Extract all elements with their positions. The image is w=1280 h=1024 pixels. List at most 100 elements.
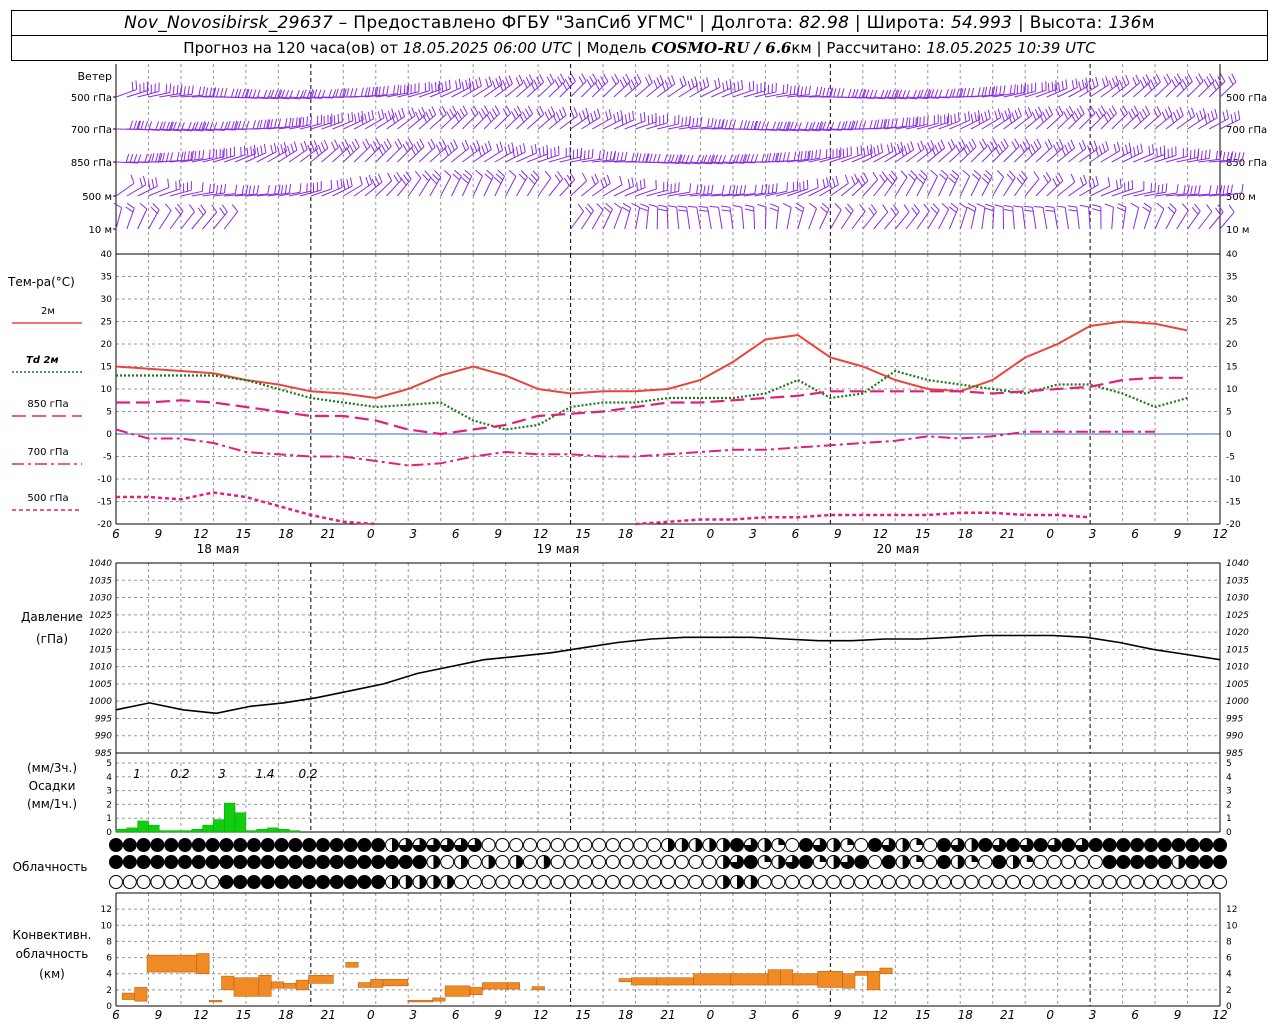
wind-barb-feather [721,118,725,128]
wind-barb-feather [1023,205,1033,208]
wind-barb-shaft [267,150,287,163]
wind-barb-shaft [1014,115,1033,130]
wind-barb-feather [1211,81,1217,91]
wind-barb-feather [1181,79,1188,88]
wind-barb-feather [735,185,739,195]
wind-barb-feather [528,74,534,83]
wind-barb-feather [461,142,467,151]
wind-barb-feather [554,79,560,88]
wind-barb-feather [351,111,354,121]
wind-barb-feather [393,174,400,183]
cloud-symbol [1061,855,1076,869]
wind-barb-feather [628,112,631,122]
wind-barb-feather [1111,105,1117,114]
wind-barb-shaft [829,209,842,230]
wind-barb-feather [1043,174,1049,184]
wind-barb-feather [197,207,204,216]
conv-xtick-label: 15 [575,1008,590,1022]
wind-barb-feather [237,88,242,98]
cloud-symbol-fill [392,875,399,889]
wind-barb-feather [578,76,584,85]
wind-barb-feather [570,73,576,82]
wind-barb-feather [340,178,343,188]
wind-barb-feather [775,183,778,193]
wind-barb-feather [771,183,774,193]
cloud-symbol-fill [1178,855,1186,869]
wind-barb-feather [923,116,925,126]
prec-3h-total: 1 [133,767,141,781]
wind-barb-feather [826,87,830,97]
wind-barb-shaft [667,191,690,197]
wind-barb-feather [1103,113,1109,123]
wind-barb-feather [1000,141,1006,150]
wind-barb-feather [346,179,350,189]
wind-barb-shaft [1165,209,1177,230]
wind-barb-shaft [840,210,854,230]
wind-barb-feather [862,120,867,130]
cloud-symbol-fill [316,838,330,852]
wind-barb-feather [854,89,859,98]
temp-legend-label: 850 гПа [27,399,68,410]
wind-barb-feather [946,116,949,126]
wind-barb-feather [559,109,564,118]
wind-barb-feather [336,180,339,190]
wind-barb-feather [370,144,376,153]
wind-barb-feather [274,89,279,99]
wind-barb-shaft [494,83,513,98]
cloud-symbol-fill [1172,838,1186,852]
wind-barb-feather [642,153,646,163]
wind-barb-shaft [1003,115,1022,130]
longitude-value: 82.98 [799,13,850,33]
pres-ytick-right: 1035 [1226,576,1249,586]
wind-barb-feather [713,154,719,164]
temp-ytick-left: 25 [101,318,112,328]
cloud-symbol [978,875,993,889]
wind-barb-feather [643,178,646,188]
wind-barb-feather [313,140,319,149]
wind-barb-feather [920,140,925,150]
wind-barb-feather [198,86,202,96]
wind-barb-feather [1048,106,1053,115]
day-label: 20 мая [877,542,920,556]
wind-barb-shaft [862,151,883,163]
wind-barb-shaft [689,85,710,98]
wind-barb-feather [245,185,249,195]
wind-barb-feather [453,113,460,123]
wind-barb-shaft [894,211,910,230]
wind-barb-feather [1142,76,1148,86]
wind-barb-feather [659,74,665,84]
wind-barb-feather [581,73,587,82]
wind-barb-feather [139,202,148,210]
cloud-symbol-fill [543,855,551,869]
cloud-symbol [605,838,620,852]
cloud-symbol-fill [137,838,151,852]
wind-barb-shaft [158,210,172,230]
wind-barb-feather [988,86,992,96]
cloud-symbol [992,875,1007,889]
wind-barb-feather [1045,209,1055,212]
wind-barb-shaft [1003,177,1016,197]
prec-bar [245,830,257,833]
cloud-symbol-fill [709,838,716,852]
wind-barb-feather [971,173,980,181]
wind-barb-feather [444,147,449,156]
wind-barb-feather [1004,110,1009,120]
temp-ytick-left: -20 [97,520,112,530]
wind-barb-feather [721,209,731,212]
wind-barb-shaft [970,118,991,130]
wind-barb-shaft [916,210,930,230]
wind-barb-shaft [960,118,981,130]
wind-barb-feather [253,148,256,158]
conv-axis-unit: (км) [39,967,65,981]
wind-barb-feather [1210,110,1215,120]
wind-barb-feather [518,173,526,181]
wind-barb-feather [614,202,622,209]
conv-ytick-right: 6 [1226,954,1232,964]
cloud-symbol-fill [357,855,371,869]
prec-bar [234,812,247,833]
wind-barb-feather [901,117,905,127]
wind-barb-feather [1183,185,1186,195]
wind-barb-feather [863,172,869,182]
wind-level-label-right: 850 гПа [1226,158,1267,169]
wind-barb-feather [670,184,672,194]
